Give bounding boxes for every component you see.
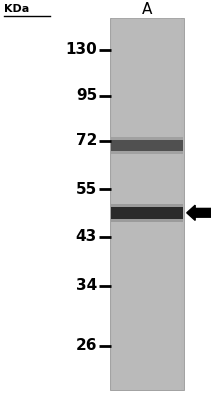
Bar xyxy=(110,18,184,390)
Text: 72: 72 xyxy=(76,133,97,148)
Text: 43: 43 xyxy=(76,229,97,244)
Text: 26: 26 xyxy=(76,338,97,354)
Bar xyxy=(111,140,183,151)
FancyArrow shape xyxy=(187,205,211,220)
Text: 34: 34 xyxy=(76,278,97,294)
Text: KDa: KDa xyxy=(4,4,30,14)
Bar xyxy=(111,137,183,154)
Bar xyxy=(111,207,183,219)
Bar xyxy=(112,18,181,390)
Text: 95: 95 xyxy=(76,88,97,104)
Text: A: A xyxy=(141,2,152,18)
Text: 130: 130 xyxy=(65,42,97,58)
Text: 55: 55 xyxy=(76,182,97,197)
Bar xyxy=(111,204,183,222)
